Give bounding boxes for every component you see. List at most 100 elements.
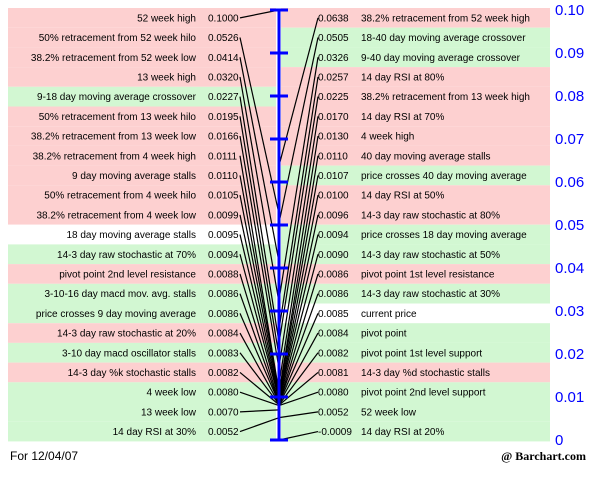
- row-bg-left: [8, 402, 276, 422]
- row-bg-left: [8, 27, 276, 48]
- level-value-right: 0.0326: [318, 53, 349, 64]
- level-label-right: 14-3 day %d stochastic stalls: [361, 368, 490, 379]
- row-bg-right: [281, 67, 550, 87]
- leader-line-right: [278, 195, 319, 398]
- row-bg-right: [281, 106, 550, 127]
- leader-line-right: [278, 135, 319, 385]
- level-value-left: 0.0088: [208, 269, 239, 280]
- row-bg-right: [281, 402, 550, 422]
- level-value-left: 0.0083: [208, 348, 239, 359]
- level-label-right: 38.2% retracement from 52 week high: [361, 13, 530, 24]
- row-bg-right: [281, 264, 550, 284]
- level-value-right: 0.0086: [318, 289, 349, 300]
- leader-line-left: [239, 371, 280, 406]
- level-value-left: 0.0414: [208, 53, 239, 64]
- level-label-right: 38.2% retracement from 13 week high: [361, 92, 530, 103]
- level-label-right: 18-40 day moving average crossover: [361, 33, 526, 44]
- leader-line-right: [278, 332, 319, 405]
- row-bg-right: [281, 126, 550, 146]
- footer-brand: @ Barchart.com: [501, 449, 586, 463]
- leader-line-left: [239, 116, 280, 357]
- level-value-left: 0.0086: [208, 289, 239, 300]
- axis-tick-label: 0.02: [555, 346, 584, 363]
- axis-tick-label: 0.08: [555, 88, 584, 105]
- level-value-right: 0.0170: [318, 112, 349, 123]
- leader-line-left: [239, 135, 280, 369]
- leader-line-left: [239, 76, 280, 303]
- level-value-left: 0.0195: [208, 112, 239, 123]
- level-value-right: 0.0094: [318, 230, 349, 241]
- level-label-left: 52 week high: [137, 13, 196, 24]
- row-bg-right: [281, 421, 550, 442]
- leader-line-left: [239, 214, 280, 398]
- level-label-right: 14-3 day raw stochastic at 30%: [361, 289, 500, 300]
- leader-line-right: [278, 17, 319, 166]
- level-value-right: 0.0107: [318, 171, 349, 182]
- leader-line-right: [278, 175, 319, 395]
- level-label-right: 14 day RSI at 70%: [361, 112, 444, 123]
- level-value-left: 0.0082: [208, 368, 239, 379]
- level-label-right: pivot point 2nd level support: [361, 388, 486, 399]
- row-bg-left: [8, 8, 276, 28]
- level-label-left: 14-3 day raw stochastic at 70%: [57, 250, 196, 261]
- axis-tick-label: 0.07: [555, 131, 584, 148]
- level-label-left: 50% retracement from 4 week hilo: [44, 191, 196, 202]
- level-label-left: 13 week low: [141, 407, 197, 418]
- level-label-left: 50% retracement from 52 week hilo: [39, 33, 197, 44]
- level-label-left: 14-3 day %k stochastic stalls: [68, 368, 196, 379]
- level-value-left: 0.0227: [208, 92, 239, 103]
- level-label-left: 9-18 day moving average crossover: [37, 92, 197, 103]
- level-label-right: pivot point: [361, 329, 407, 340]
- level-value-left: 0.0166: [208, 132, 239, 143]
- leader-line-right: [278, 76, 319, 330]
- leader-line-right: [278, 37, 319, 223]
- level-label-left: 14 day RSI at 30%: [113, 427, 196, 438]
- leader-line-right: [278, 214, 319, 399]
- axis-tick-label: 0.10: [555, 2, 584, 19]
- leader-line-right: [278, 254, 319, 402]
- leader-line-left: [239, 409, 280, 413]
- row-bg-left: [8, 145, 276, 166]
- leader-line-right: [278, 57, 319, 300]
- level-value-left: 0.0099: [208, 210, 239, 221]
- level-value-right: 0.0086: [318, 269, 349, 280]
- level-value-right: 0.0100: [318, 191, 349, 202]
- leader-lines: [239, 9, 319, 441]
- level-label-right: price crosses 40 day moving average: [361, 171, 527, 182]
- leader-line-left: [239, 417, 280, 433]
- axis-tick-label: 0: [555, 432, 563, 449]
- row-bg-left: [8, 244, 276, 265]
- leader-line-left: [239, 57, 280, 263]
- leader-line-left: [239, 391, 280, 407]
- row-bg-left: [8, 47, 276, 68]
- leader-line-right: [278, 96, 319, 344]
- level-label-left: 3-10-16 day macd mov. avg. stalls: [44, 289, 196, 300]
- row-bg-right: [281, 382, 550, 402]
- axis-tick-label: 0.06: [555, 174, 584, 191]
- price-axis: 0 0.01 0.02 0.03 0.04 0.05 0.06 0.07 0.08 0.09 0.1…: [270, 2, 584, 449]
- level-value-left: 0.0080: [208, 388, 239, 399]
- level-label-right: price crosses 18 day moving average: [361, 230, 527, 241]
- row-bg-left: [8, 283, 276, 304]
- leader-line-left: [239, 37, 280, 214]
- level-value-right: 0.0081: [318, 368, 349, 379]
- row-bg-right: [281, 283, 550, 304]
- row-bg-right: [281, 165, 550, 186]
- row-bg-left: [8, 126, 276, 146]
- axis-tick-label: 0.03: [555, 303, 584, 320]
- row-bg-right: [281, 342, 550, 363]
- row-bg-right: [281, 86, 550, 107]
- level-value-left: 0.0320: [208, 72, 239, 83]
- level-value-right: 0.0130: [318, 132, 349, 143]
- leader-line-left: [239, 293, 280, 404]
- leader-line-right: [278, 391, 319, 407]
- leader-line-left: [239, 234, 280, 400]
- row-bg-left: [8, 205, 276, 225]
- level-label-right: 14-3 day raw stochastic at 50%: [361, 250, 500, 261]
- row-bg-right: [281, 362, 550, 383]
- level-value-right: 0.0638: [318, 13, 349, 24]
- level-value-right: 0.0052: [318, 407, 349, 418]
- level-value-right: 0.0085: [318, 309, 349, 320]
- level-value-left: 0.1000: [208, 13, 239, 24]
